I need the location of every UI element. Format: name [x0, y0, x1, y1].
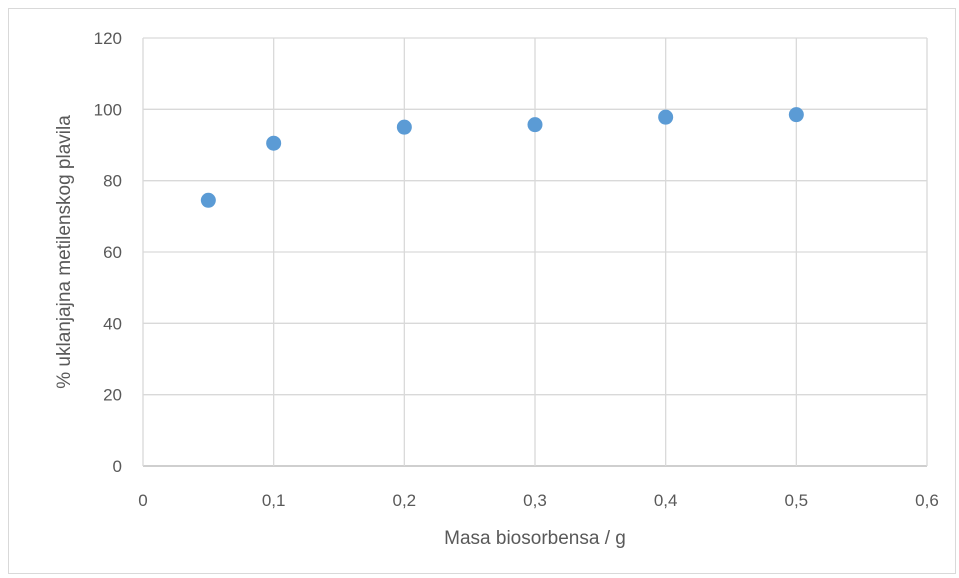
- x-tick-label: 0,4: [654, 491, 678, 510]
- y-axis-title: % uklanjajna metilenskog plavila: [54, 115, 75, 389]
- x-tick-label: 0,6: [915, 491, 939, 510]
- x-tick-label: 0,5: [785, 491, 809, 510]
- y-tick-label: 80: [103, 172, 122, 191]
- y-tick-label: 0: [113, 457, 122, 476]
- x-axis-title: Masa biosorbensa / g: [444, 528, 626, 549]
- x-axis-ticks: 0 0,1 0,2 0,3 0,4 0,5 0,6: [138, 491, 939, 510]
- y-tick-label: 40: [103, 314, 122, 333]
- y-tick-label: 20: [103, 386, 122, 405]
- y-axis-ticks: 0 20 40 60 80 100 120: [94, 29, 122, 476]
- y-tick-label: 100: [94, 100, 122, 119]
- gridlines: [142, 37, 928, 467]
- data-point: [658, 109, 674, 125]
- y-tick-label: 60: [103, 243, 122, 262]
- y-tick-label: 120: [94, 29, 122, 48]
- x-tick-label: 0,2: [393, 491, 417, 510]
- data-point: [200, 192, 216, 208]
- x-tick-label: 0: [138, 491, 147, 510]
- data-point: [788, 107, 804, 123]
- data-point: [527, 117, 543, 133]
- data-points: [200, 107, 804, 208]
- data-point: [266, 135, 282, 151]
- x-tick-label: 0,3: [523, 491, 547, 510]
- chart-frame: [8, 8, 956, 574]
- data-point: [396, 119, 412, 135]
- x-tick-label: 0,1: [262, 491, 286, 510]
